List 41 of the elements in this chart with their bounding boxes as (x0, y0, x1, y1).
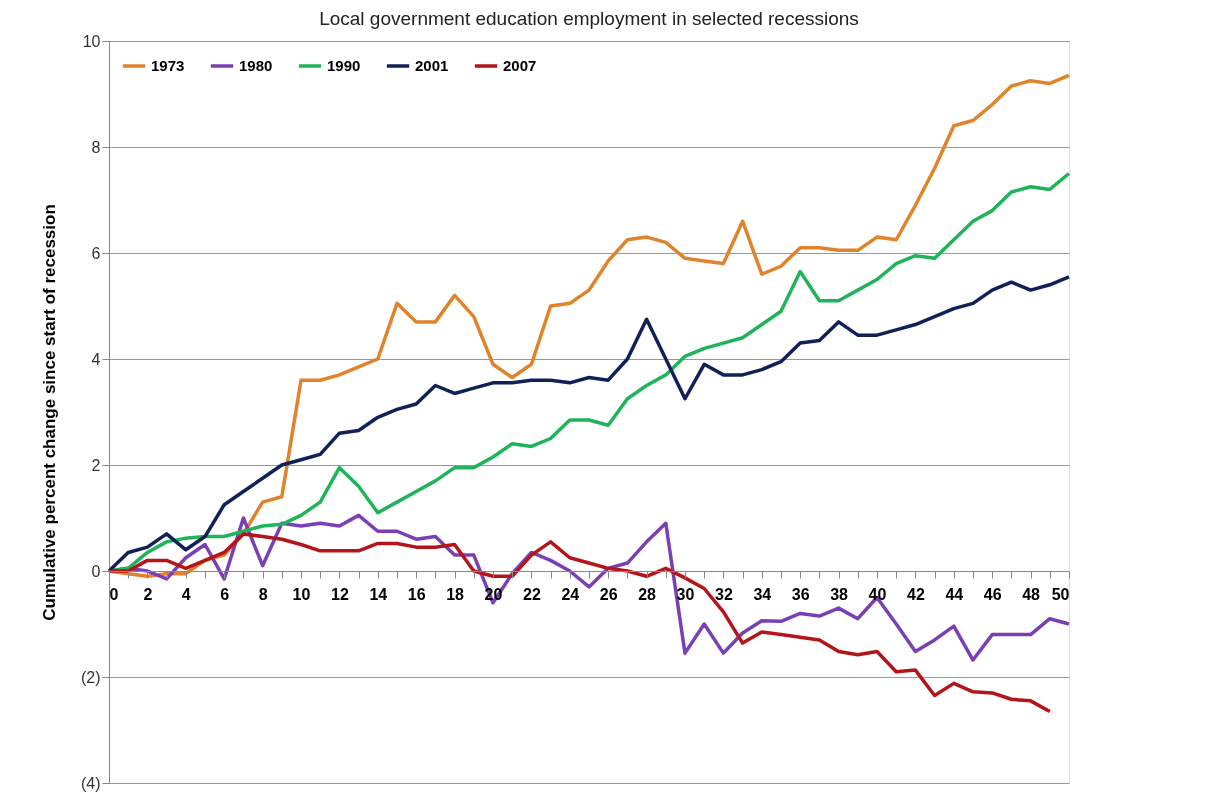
y-tick-label: (4) (80, 774, 101, 792)
x-tick-label: 12 (331, 585, 349, 603)
legend-label: 1973 (151, 57, 185, 74)
x-tick-label: 18 (446, 585, 465, 603)
chart-title: Local government education employment in selected recessions (319, 8, 859, 29)
x-tick-label: 30 (676, 585, 695, 603)
x-tick-label: 48 (1022, 585, 1041, 603)
x-tick-label: 28 (638, 585, 657, 603)
y-axis-title: Cumulative percent change since start of recession (39, 204, 59, 621)
x-tick-label: 2 (143, 585, 153, 603)
x-tick-label: 4 (181, 585, 191, 603)
x-tick-label: 8 (258, 585, 268, 603)
x-tick-label: 38 (830, 585, 849, 603)
x-tick-label: 14 (369, 585, 388, 603)
x-tick-label: 0 (109, 585, 119, 603)
legend-label: 2007 (503, 57, 537, 74)
x-tick-label: 16 (407, 585, 426, 603)
x-tick-label: 6 (220, 585, 230, 603)
y-tick-label: 0 (91, 562, 101, 580)
x-tick-label: 44 (945, 585, 964, 603)
legend-label: 1980 (239, 57, 273, 74)
legend-label: 1990 (327, 57, 361, 74)
legend-label: 2001 (415, 57, 449, 74)
x-tick-label: 46 (983, 585, 1002, 603)
x-tick-label: 24 (561, 585, 580, 603)
line-series (107, 532, 1052, 714)
x-tick-label: 42 (907, 585, 925, 603)
y-tick-label: 2 (91, 456, 101, 474)
y-tick-label: 8 (91, 138, 101, 156)
x-tick-label: 32 (715, 585, 733, 603)
x-tick-label: 36 (791, 585, 810, 603)
x-tick-label: 10 (292, 585, 311, 603)
x-tick-label: 26 (599, 585, 618, 603)
y-tick-label: 10 (82, 32, 101, 50)
y-tick-label: (2) (80, 668, 101, 686)
x-tick-label: 40 (868, 585, 887, 603)
x-tick-label: 22 (523, 585, 541, 603)
x-tick-label: 34 (753, 585, 772, 603)
x-tick-label: 50 (1051, 585, 1070, 603)
y-tick-label: 4 (91, 350, 101, 368)
y-tick-label: 6 (91, 244, 101, 262)
